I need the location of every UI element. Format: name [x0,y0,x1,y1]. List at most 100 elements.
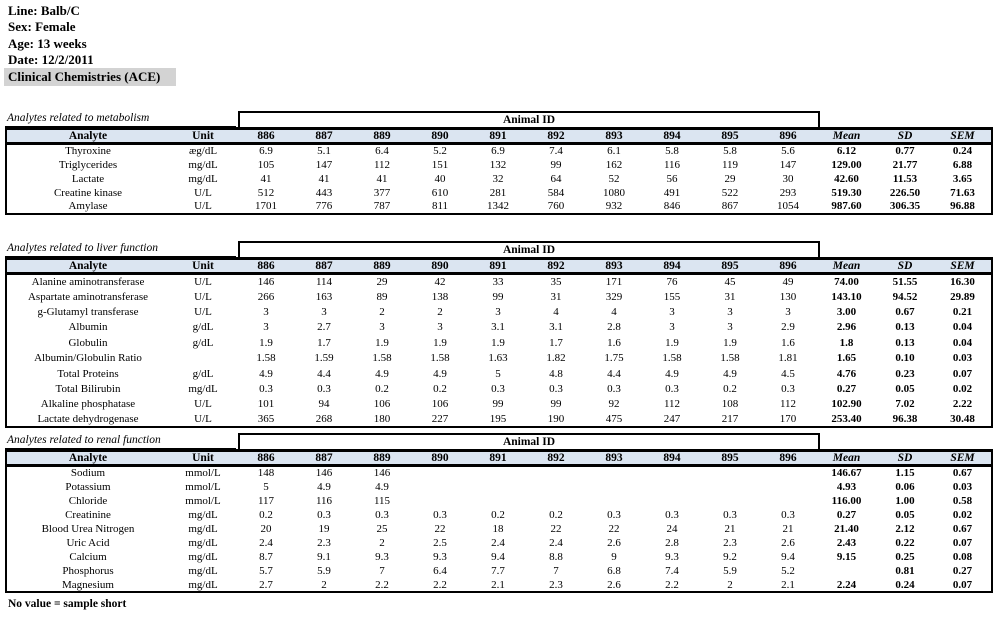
value-cell: 522 [721,186,739,199]
value-cell: 99 [492,290,504,303]
value-cell: 760 [547,200,565,212]
column-header-886: 886 [237,128,295,145]
column-header-analyte: Analyte [6,258,169,275]
column-header-886: 886 [237,258,295,275]
date-field: Date: 12/2/2011 [8,51,94,67]
report-header: Line: Balb/C Sex: Female Age: 13 weeks D… [4,3,176,87]
value-cell: 3 [727,305,733,318]
value-cell: 0.3 [607,508,621,521]
value-cell: 190 [547,413,565,426]
stat-cell: 2.43 [836,537,857,550]
unit-cell: g/dL [192,336,214,349]
table-row: Creatine kinase U/L 512 443 377 610 281 584 1080… [6,186,992,200]
stat-cell: 21.77 [892,158,918,171]
value-cell: 1.9 [723,336,737,349]
value-cell: 112 [663,398,681,411]
value-cell: 2.9 [781,321,795,334]
column-header-893: 893 [585,258,643,275]
column-header-892: 892 [527,128,585,145]
analyte-cell: Blood Urea Nitrogen [41,522,135,535]
value-cell: 846 [663,200,681,212]
value-cell: 170 [779,413,797,426]
table-row: Lactate dehydrogenase U/L 365 268 180 227 195 1… [6,412,992,427]
value-cell: 0.3 [549,382,563,395]
stat-cell: 2.96 [836,321,857,334]
unit-cell: U/L [194,275,212,288]
value-cell: 1.59 [314,352,334,365]
value-cell: 89 [376,290,388,303]
value-cell: 1.9 [375,336,389,349]
value-cell: 2 [727,578,733,591]
table-row: Potassium mmol/L 5 4.9 4.9 4.93 0.06 0.03 [6,480,992,494]
value-cell: 1.58 [720,352,740,365]
table-row: Sodium mmol/L 148 146 146 146.67 1.15 0.67 [6,466,992,480]
value-cell: 2.8 [607,321,621,334]
unit-cell: U/L [194,290,212,303]
value-cell: 5.1 [317,145,331,158]
stat-cell: 0.24 [952,145,973,158]
value-cell [411,466,469,480]
value-cell: 41 [260,172,272,185]
stat-cell: 0.24 [895,578,915,591]
value-cell: 0.3 [317,382,331,395]
value-cell [643,466,701,480]
analyte-cell: Lactate dehydrogenase [37,413,139,426]
value-cell: 5.6 [781,145,795,158]
table-row: Albumin/Globulin Ratio 1.58 1.59 1.58 1.58 1.… [6,350,992,365]
value-cell: 8.8 [549,551,563,564]
value-cell: 162 [605,158,623,171]
column-header-sem: SEM [934,450,992,467]
value-cell: 4 [553,305,559,318]
value-cell: 4.5 [781,367,795,380]
stat-cell: 253.40 [831,413,862,426]
analytes-table: Analyte Unit 886 887 889 890 891 892 893 894 895 89… [5,449,993,594]
table-header-row: Analyte Unit 886 887 889 890 891 892 893 894 895 89… [6,128,992,145]
value-cell: 41 [318,172,330,185]
age-field: Age: 13 weeks [8,35,87,51]
value-cell: 2.6 [607,537,621,550]
value-cell: 35 [550,275,562,288]
value-cell: 9.4 [491,551,505,564]
stat-cell: 0.08 [952,551,973,564]
value-cell: 293 [779,186,797,199]
column-header-sd: SD [876,258,934,275]
stat-cell: 0.67 [895,305,915,318]
value-cell: 22 [434,522,446,535]
unit-cell: U/L [194,186,212,199]
column-header-sem: SEM [934,128,992,145]
stat-cell: 0.22 [895,537,915,550]
value-cell: 117 [257,494,275,507]
value-cell [527,494,585,508]
value-cell: 932 [605,200,623,212]
metabolism-section: Analytes related to metabolism Animal ID… [5,111,993,215]
value-cell: 7.7 [491,565,505,578]
table-header-row: Analyte Unit 886 887 889 890 891 892 893 894 895 89… [6,450,992,467]
column-header-895: 895 [701,450,759,467]
footer-note: No value = sample short [8,598,127,610]
section-label-metabolism: Analytes related to metabolism [5,111,236,127]
value-cell: 5.2 [433,145,447,158]
stat-cell: 74.00 [834,275,859,288]
value-cell: 2.4 [491,537,505,550]
value-cell: 56 [666,172,678,185]
stat-cell: 0.10 [895,352,915,365]
analyte-cell: Alanine aminotransferase [31,275,145,288]
value-cell: 180 [373,413,391,426]
stat-cell: 16.30 [950,275,975,288]
stat-cell: 102.90 [831,398,862,411]
liver-pre-row: Analytes related to liver function Anima… [5,241,993,257]
value-cell: 32 [492,172,504,185]
table-row: Chloride mmol/L 117 116 115 116.00 1.00 0.58 [6,494,992,508]
value-cell: 3 [727,321,733,334]
value-cell: 112 [779,398,797,411]
value-cell: 52 [608,172,620,185]
value-cell: 19 [318,522,330,535]
value-cell: 163 [315,290,333,303]
stat-cell: 71.63 [950,186,975,199]
section-label-renal: Analytes related to renal function [5,433,236,449]
column-header-889: 889 [353,128,411,145]
stat-cell: 42.60 [834,172,859,185]
value-cell [411,494,469,508]
value-cell: 9.3 [665,551,679,564]
unit-cell: mg/dL [188,578,218,591]
